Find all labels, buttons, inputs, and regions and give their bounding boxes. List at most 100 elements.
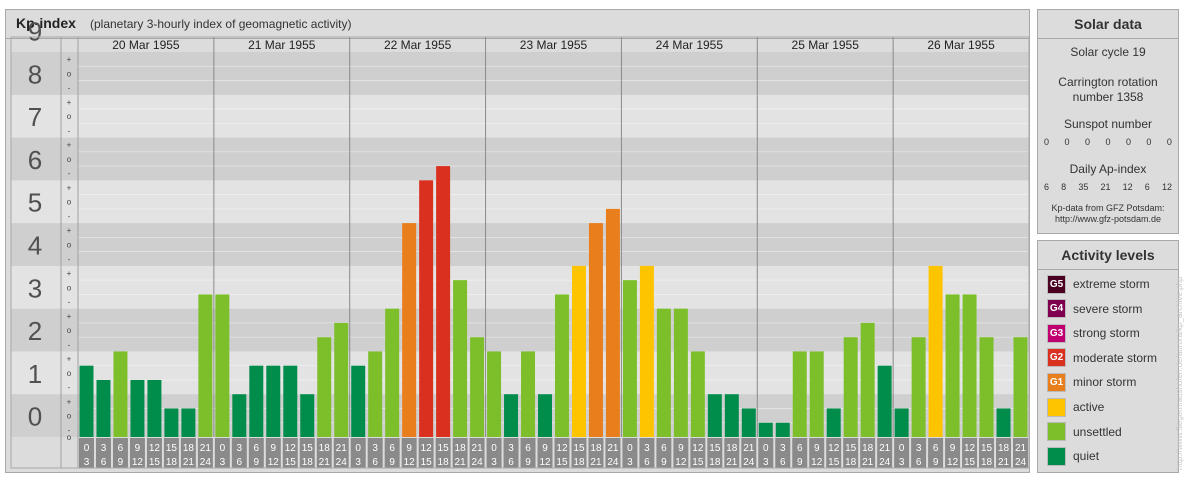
interval-box [911, 438, 927, 468]
interval-box [316, 438, 332, 468]
kp-bar [368, 351, 383, 437]
y-minor-mark: - [68, 298, 71, 307]
interval-box [197, 438, 213, 468]
y-tick-label: 1 [28, 359, 42, 389]
legend-swatch: G2 [1047, 348, 1066, 368]
interval-start-label: 0 [627, 443, 633, 454]
y-minor-mark: o [67, 369, 72, 378]
interval-end-label: 18 [302, 457, 314, 468]
y-tick-label: 3 [28, 273, 42, 303]
interval-box [690, 438, 706, 468]
y-minor-mark: + [67, 98, 72, 107]
interval-end-label: 12 [132, 457, 144, 468]
kp-bar [843, 337, 858, 437]
interval-start-label: 9 [542, 443, 548, 454]
y-tick-label: 8 [28, 59, 42, 89]
interval-box [401, 438, 417, 468]
source-line2: http://www.gfz-potsdam.de [1054, 214, 1162, 224]
interval-box [163, 438, 179, 468]
y-minor-mark: + [67, 141, 72, 150]
interval-start-label: 3 [372, 443, 378, 454]
solar-data-panel: Solar data Solar cycle 19 Carrington rot… [1037, 9, 1179, 234]
sunspot-value-5: 0 [1146, 137, 1152, 147]
interval-box [95, 438, 111, 468]
y-band-5 [11, 180, 1029, 224]
kp-bar [775, 422, 790, 437]
interval-end-label: 6 [508, 457, 514, 468]
sunspot-values: 0 0 0 0 0 0 0 [1044, 137, 1172, 147]
y-minor-mark: o [67, 155, 72, 164]
activity-levels-panel: Activity levels G5 extreme storm G4 severe … [1037, 240, 1179, 473]
kp-bar [300, 394, 315, 437]
kp-bar [232, 394, 247, 437]
legend-swatch: G1 [1047, 372, 1066, 392]
interval-start-label: 12 [421, 443, 433, 454]
interval-start-label: 18 [590, 443, 602, 454]
kp-bar [622, 280, 637, 437]
interval-start-label: 12 [285, 443, 297, 454]
interval-start-label: 21 [336, 443, 348, 454]
interval-end-label: 6 [916, 457, 922, 468]
interval-end-label: 15 [149, 457, 161, 468]
interval-end-label: 24 [200, 457, 212, 468]
y-tick-label: 6 [28, 145, 42, 175]
interval-start-label: 0 [355, 443, 361, 454]
interval-box [537, 438, 553, 468]
interval-end-label: 3 [355, 457, 361, 468]
y-minor-mark: - [68, 426, 71, 435]
sunspot-value-0: 0 [1044, 137, 1050, 147]
y-minor-mark: + [67, 183, 72, 192]
day-label: 25 Mar 1955 [792, 38, 860, 52]
y-tick-label: 2 [28, 316, 42, 346]
interval-end-label: 6 [644, 457, 650, 468]
interval-end-label: 15 [964, 457, 976, 468]
kp-bar [198, 294, 213, 437]
interval-start-label: 12 [149, 443, 161, 454]
day-label: 26 Mar 1955 [927, 38, 995, 52]
y-minor-mark: + [67, 55, 72, 64]
kp-bar [826, 408, 841, 437]
kp-bar [979, 337, 994, 437]
sunspot-value-2: 0 [1084, 137, 1090, 147]
legend-label: extreme storm [1073, 277, 1150, 291]
plot-frame [10, 36, 1030, 469]
y-minor-mark: o [67, 69, 72, 78]
interval-end-label: 21 [319, 457, 331, 468]
legend-item-unsettled: unsettled [1047, 422, 1122, 442]
interval-start-label: 15 [709, 443, 721, 454]
y-minor-mark: + [67, 355, 72, 364]
kp-bar [741, 408, 756, 437]
interval-end-label: 9 [661, 457, 667, 468]
kp-bar [911, 337, 926, 437]
legend-swatch: G3 [1047, 323, 1066, 343]
solar-title: Solar data [1074, 16, 1142, 32]
interval-start-label: 18 [726, 443, 738, 454]
interval-end-label: 21 [998, 457, 1010, 468]
kp-bar [402, 223, 417, 437]
interval-box [520, 438, 536, 468]
interval-box [180, 438, 196, 468]
interval-start-label: 12 [828, 443, 840, 454]
interval-end-label: 18 [166, 457, 178, 468]
y-minor-mark: o [67, 241, 72, 250]
day-label: 22 Mar 1955 [384, 38, 452, 52]
interval-end-label: 9 [797, 457, 803, 468]
activity-title: Activity levels [1061, 247, 1155, 263]
interval-start-label: 21 [200, 443, 212, 454]
legend-item-severe-storm: G4 severe storm [1047, 299, 1142, 319]
interval-box [418, 438, 434, 468]
interval-start-label: 0 [491, 443, 497, 454]
interval-box [1013, 438, 1028, 468]
interval-box [945, 438, 961, 468]
legend-label: active [1073, 400, 1105, 414]
y-tick-label: 0 [28, 402, 42, 432]
interval-end-label: 15 [828, 457, 840, 468]
interval-box [656, 438, 672, 468]
legend-label: moderate storm [1073, 350, 1158, 365]
interval-start-label: 12 [964, 443, 976, 454]
interval-start-label: 15 [845, 443, 857, 454]
interval-end-label: 12 [947, 457, 959, 468]
interval-start-label: 0 [899, 443, 905, 454]
interval-box [826, 438, 842, 468]
interval-end-label: 6 [101, 457, 107, 468]
